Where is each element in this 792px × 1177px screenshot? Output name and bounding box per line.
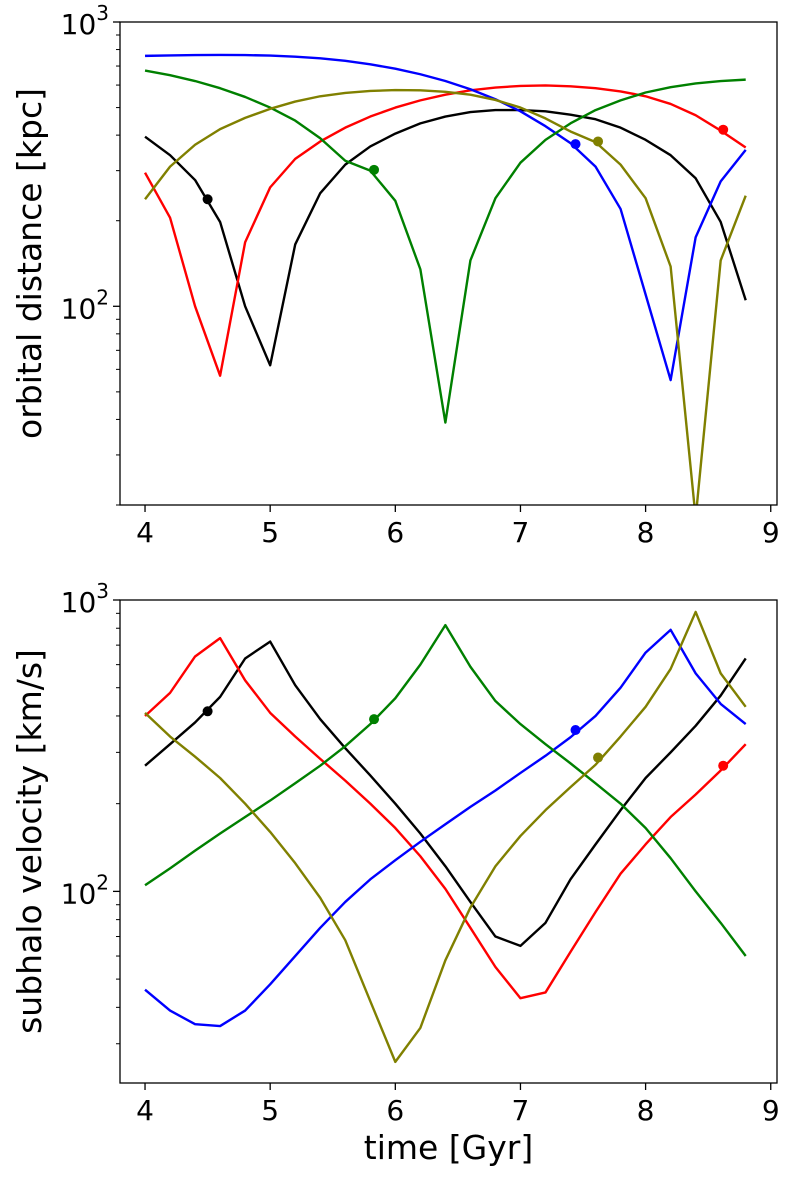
- series-line-red: [144, 636, 747, 1000]
- series-marker-blue: [570, 724, 581, 735]
- series-line-green: [144, 623, 747, 957]
- x-tick-label: 7: [512, 516, 530, 549]
- series-group: [144, 610, 747, 1064]
- series-line-blue: [144, 628, 747, 1028]
- y-tick-label: 103: [61, 1, 109, 41]
- series-line-olive: [144, 88, 747, 505]
- x-tick-label: 5: [261, 1094, 279, 1127]
- series-line-red: [143, 84, 747, 377]
- axes-frame: [119, 21, 778, 506]
- x-tick-label: 9: [762, 1094, 780, 1127]
- series-line-black: [144, 108, 747, 367]
- x-tick-label: 8: [637, 1094, 655, 1127]
- series-marker-olive: [593, 136, 604, 147]
- series-marker-blue: [570, 139, 581, 150]
- x-axis-label: time [Gyr]: [364, 1128, 533, 1167]
- chart-orbital-distance: 4 5 6 7 8 9 102 103 orbital distance [kpc]: [10, 1, 780, 549]
- x-tick-label: 7: [512, 1094, 530, 1127]
- series-line-green: [144, 69, 746, 424]
- series-marker-red: [718, 124, 729, 135]
- x-tick-label: 6: [386, 1094, 404, 1127]
- x-tick-label: 9: [762, 516, 780, 549]
- series-marker-red: [718, 760, 729, 771]
- y-axis-label: orbital distance [kpc]: [10, 88, 49, 439]
- series-marker-green: [369, 714, 380, 725]
- y-tick-label: 102: [61, 870, 109, 910]
- series-marker-black: [202, 194, 213, 205]
- axes-frame: [119, 599, 778, 1084]
- series-line-olive: [144, 610, 747, 1064]
- x-tick-label: 4: [136, 516, 154, 549]
- series-marker-black: [202, 706, 213, 717]
- y-tick-label: 103: [61, 579, 109, 619]
- series-line-black: [144, 640, 747, 948]
- series-group: [143, 53, 747, 505]
- y-tick-label: 102: [61, 285, 109, 325]
- x-tick-label: 8: [637, 516, 655, 549]
- y-axis-label: subhalo velocity [km/s]: [10, 649, 49, 1034]
- series-marker-green: [369, 164, 380, 175]
- x-tick-label: 4: [136, 1094, 154, 1127]
- chart-subhalo-velocity: 4 5 6 7 8 9 102 103 subhalo velocity [km/s] time …: [10, 579, 780, 1167]
- series-line-blue: [145, 53, 747, 382]
- series-marker-olive: [593, 752, 604, 763]
- x-tick-label: 5: [261, 516, 279, 549]
- x-tick-label: 6: [386, 516, 404, 549]
